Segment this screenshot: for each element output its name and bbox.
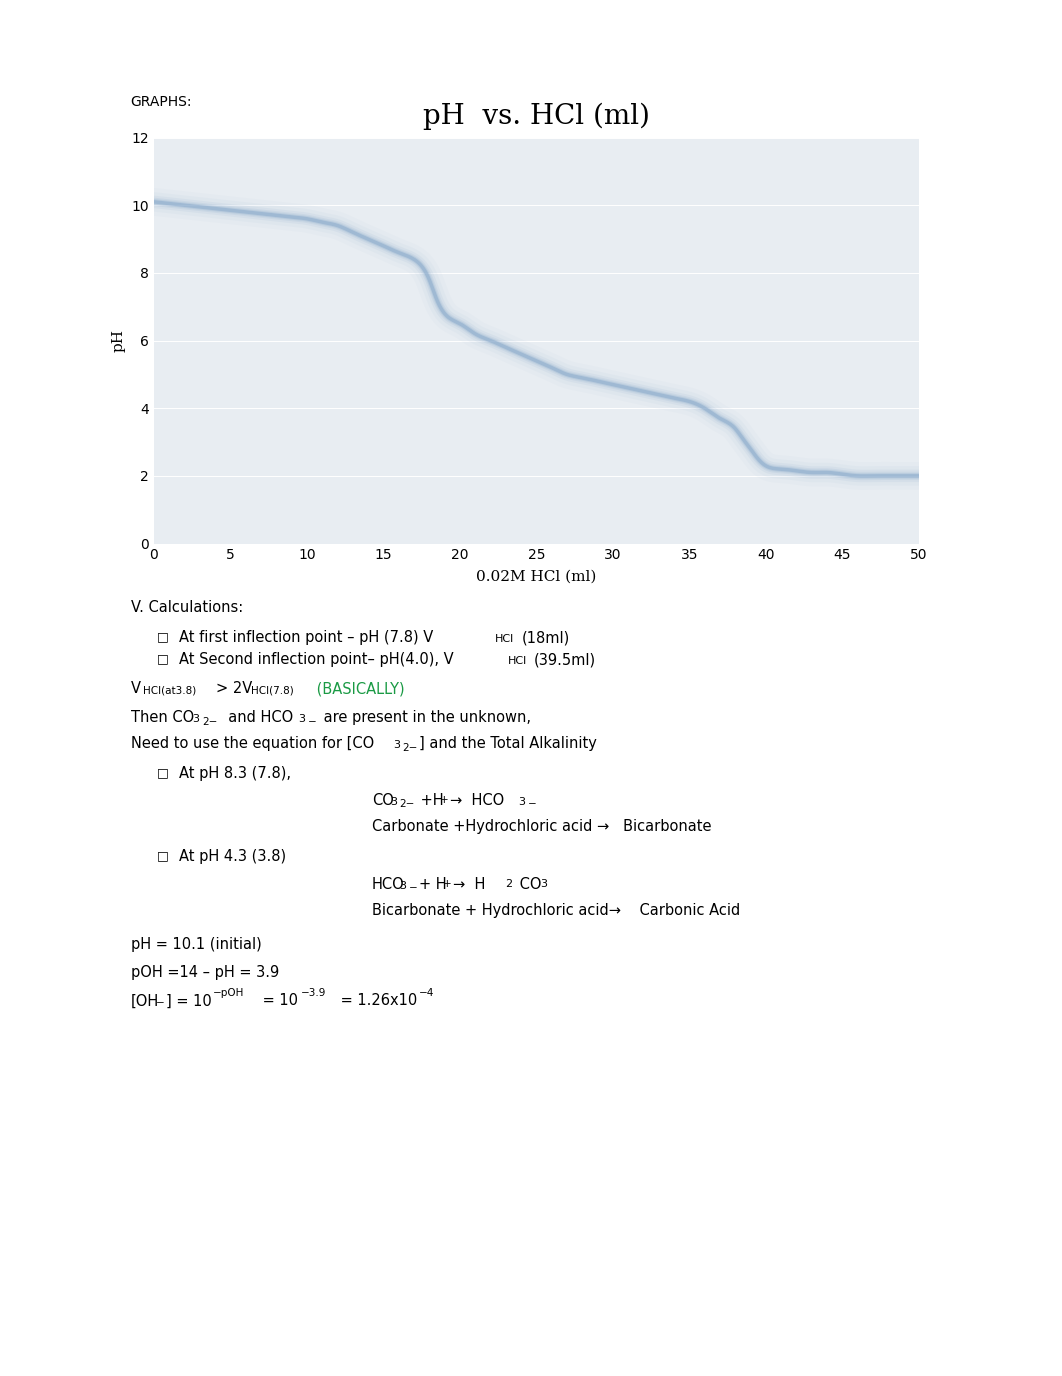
Text: HCl(at3.8): HCl(at3.8)	[143, 685, 196, 695]
Text: 2−: 2−	[399, 799, 414, 809]
Text: ] and the Total Alkalinity: ] and the Total Alkalinity	[419, 736, 597, 751]
Text: Bicarbonate + Hydrochloric acid→    Carbonic Acid: Bicarbonate + Hydrochloric acid→ Carboni…	[372, 903, 740, 918]
Text: V: V	[131, 681, 140, 696]
Text: 3: 3	[192, 714, 200, 724]
Text: −3.9: −3.9	[301, 988, 326, 998]
Text: pOH =14 – pH = 3.9: pOH =14 – pH = 3.9	[131, 965, 279, 980]
Text: +: +	[440, 795, 448, 805]
Text: −4: −4	[418, 988, 433, 998]
Text: 3: 3	[390, 797, 397, 806]
Text: CO: CO	[372, 793, 394, 808]
Text: 2−: 2−	[202, 717, 217, 727]
Text: are present in the unknown,: are present in the unknown,	[319, 710, 531, 725]
Text: −: −	[409, 883, 417, 893]
Text: CO: CO	[515, 877, 542, 892]
Text: = 10: = 10	[258, 993, 298, 1009]
Text: −: −	[528, 799, 536, 809]
Text: At pH 8.3 (7.8),: At pH 8.3 (7.8),	[179, 766, 291, 782]
Text: □: □	[157, 630, 169, 643]
Text: 2−: 2−	[402, 743, 417, 753]
Text: 2: 2	[506, 879, 513, 889]
X-axis label: 0.02M HCl (ml): 0.02M HCl (ml)	[476, 570, 597, 583]
Text: At first inflection point – pH (7.8) V: At first inflection point – pH (7.8) V	[179, 630, 433, 645]
Text: (18ml): (18ml)	[521, 630, 569, 645]
Text: pH = 10.1 (initial): pH = 10.1 (initial)	[131, 937, 261, 952]
Text: HCl: HCl	[508, 656, 527, 666]
Text: At pH 4.3 (3.8): At pH 4.3 (3.8)	[179, 849, 287, 864]
Text: −: −	[308, 717, 316, 727]
Text: 3: 3	[518, 797, 526, 806]
Text: GRAPHS:: GRAPHS:	[131, 95, 192, 109]
Text: HCO: HCO	[372, 877, 405, 892]
Text: > 2V: > 2V	[216, 681, 252, 696]
Text: At Second inflection point– pH(4.0), V: At Second inflection point– pH(4.0), V	[179, 652, 455, 667]
Text: and HCO: and HCO	[219, 710, 293, 725]
Y-axis label: pH: pH	[112, 329, 126, 352]
Text: □: □	[157, 766, 169, 779]
Text: Need to use the equation for [CO: Need to use the equation for [CO	[131, 736, 374, 751]
Title: pH  vs. HCl (ml): pH vs. HCl (ml)	[423, 102, 650, 129]
Text: →  H: → H	[453, 877, 485, 892]
Text: Then CO: Then CO	[131, 710, 194, 725]
Text: □: □	[157, 849, 169, 861]
Text: V. Calculations:: V. Calculations:	[131, 600, 243, 615]
Text: Carbonate +Hydrochloric acid →   Bicarbonate: Carbonate +Hydrochloric acid → Bicarbona…	[372, 819, 712, 834]
Text: = 1.26x10: = 1.26x10	[336, 993, 417, 1009]
Text: −pOH: −pOH	[212, 988, 244, 998]
Text: +: +	[443, 879, 451, 889]
Text: ] = 10: ] = 10	[166, 993, 211, 1009]
Text: 3: 3	[399, 881, 407, 890]
Text: (39.5ml): (39.5ml)	[534, 652, 596, 667]
Text: 3: 3	[393, 740, 400, 750]
Text: +H: +H	[416, 793, 444, 808]
Text: 3: 3	[541, 879, 548, 889]
Text: →  HCO: → HCO	[450, 793, 504, 808]
Text: (BASICALLY): (BASICALLY)	[312, 681, 405, 696]
Text: 3: 3	[298, 714, 306, 724]
Text: −: −	[156, 998, 165, 1007]
Text: HCl: HCl	[495, 634, 514, 644]
Text: □: □	[157, 652, 169, 665]
Text: [OH: [OH	[131, 993, 159, 1009]
Text: + H: + H	[419, 877, 447, 892]
Text: HCl(7.8): HCl(7.8)	[251, 685, 293, 695]
